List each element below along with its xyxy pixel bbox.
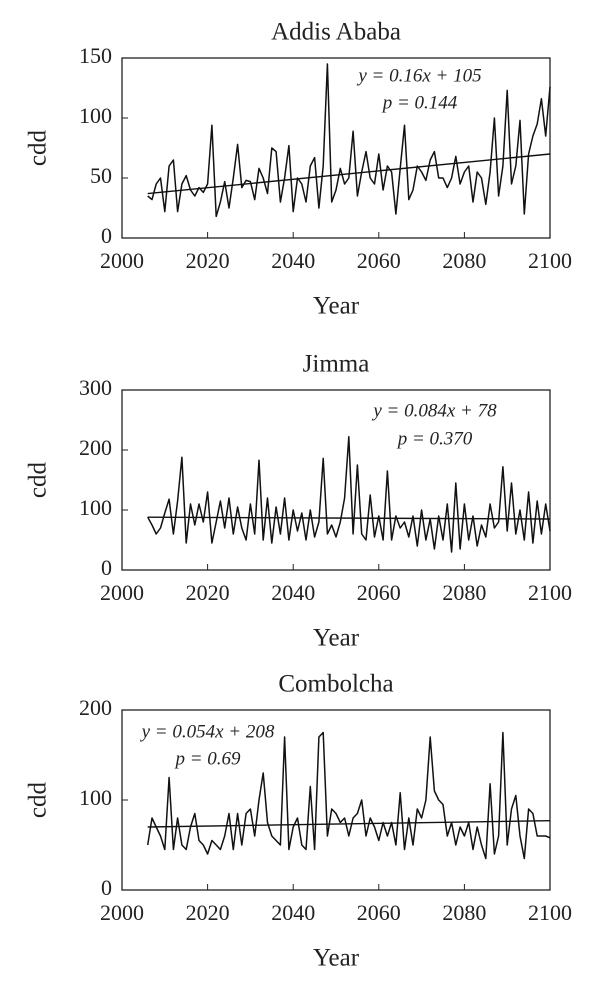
y-axis-label: cdd: [25, 461, 52, 498]
data-line: [146, 731, 551, 860]
y-tick-label: 50: [90, 163, 112, 188]
annotation: y = 0.054x + 208: [140, 721, 275, 742]
x-tick-label: 2060: [357, 248, 401, 273]
x-tick-label: 2060: [357, 580, 401, 605]
x-tick-label: 2100: [528, 248, 572, 273]
y-axis-label: cdd: [25, 781, 52, 818]
chart-title: Combolcha: [278, 671, 393, 698]
trend-line: [147, 153, 551, 195]
x-tick-label: 2020: [186, 248, 230, 273]
x-tick-label: 2080: [442, 580, 486, 605]
x-tick-label: 2040: [271, 580, 315, 605]
x-tick-label: 2060: [357, 900, 401, 925]
plot-frame: [121, 389, 551, 571]
y-tick-label: 200: [79, 695, 112, 720]
x-tick-label: 2100: [528, 580, 572, 605]
y-tick-label: 0: [101, 875, 112, 900]
data-line: [147, 63, 551, 218]
y-tick-label: 100: [79, 103, 112, 128]
y-tick-label: 0: [101, 223, 112, 248]
y-axis-label: cdd: [25, 129, 52, 166]
x-tick-label: 2080: [442, 900, 486, 925]
annotation: p = 0.69: [173, 748, 241, 769]
y-tick-label: 100: [79, 495, 112, 520]
trend-line: [147, 516, 551, 520]
x-tick-label: 2040: [271, 900, 315, 925]
x-tick-label: 2020: [186, 580, 230, 605]
chart-title: Addis Ababa: [271, 19, 401, 46]
y-tick-label: 0: [101, 555, 112, 580]
x-tick-label: 2020: [186, 900, 230, 925]
x-tick-label: 2040: [271, 248, 315, 273]
annotation: y = 0.16x + 105: [356, 65, 481, 86]
annotation: p = 0.144: [381, 92, 458, 113]
x-axis-label: Year: [313, 293, 360, 320]
x-tick-label: 2080: [442, 248, 486, 273]
x-tick-label: 2000: [100, 248, 144, 273]
annotation: p = 0.370: [396, 428, 473, 449]
y-tick-label: 150: [79, 43, 112, 68]
x-tick-label: 2000: [100, 900, 144, 925]
x-axis-label: Year: [313, 945, 360, 972]
y-tick-label: 100: [79, 785, 112, 810]
x-tick-label: 2000: [100, 580, 144, 605]
trend-line: [147, 820, 551, 828]
annotation: y = 0.084x + 78: [371, 400, 497, 421]
y-tick-label: 200: [79, 435, 112, 460]
chart-title: Jimma: [303, 351, 370, 378]
y-tick-label: 300: [79, 375, 112, 400]
x-axis-label: Year: [313, 625, 360, 652]
x-tick-label: 2100: [528, 900, 572, 925]
plot-frame: [121, 57, 551, 239]
data-line: [147, 436, 551, 553]
